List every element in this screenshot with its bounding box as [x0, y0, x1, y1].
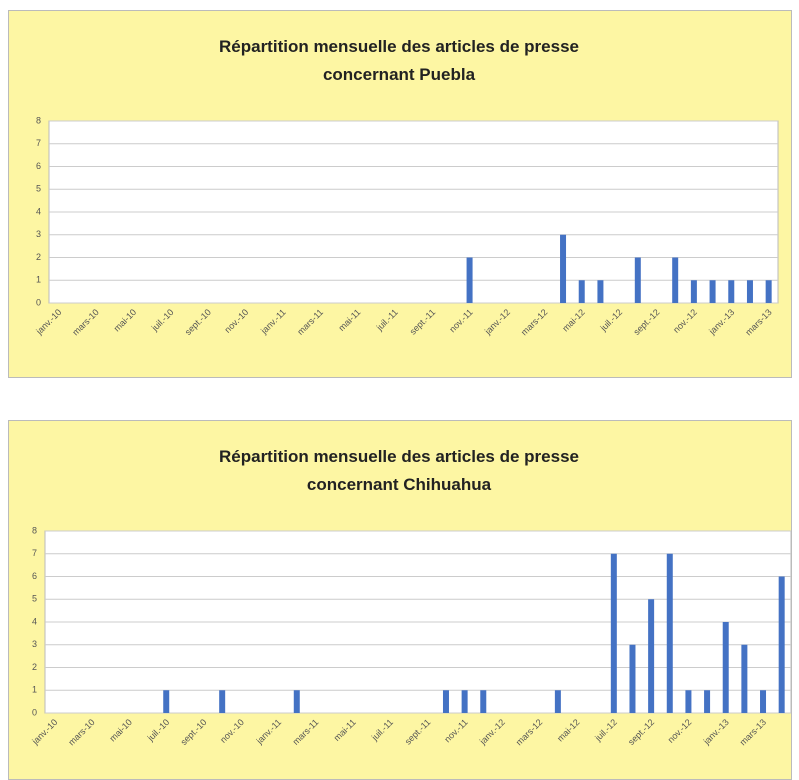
y-tick-label: 4	[32, 616, 37, 626]
bar	[778, 576, 785, 713]
bar	[163, 690, 170, 713]
x-tick-label: juil.-11	[374, 307, 400, 333]
bar	[760, 690, 767, 713]
bar	[461, 690, 468, 713]
x-tick-label: mai-11	[336, 307, 362, 333]
x-tick-label: mars-10	[70, 307, 100, 337]
x-tick-label: mars-11	[291, 717, 321, 747]
x-tick-label: juil.-10	[149, 307, 176, 334]
x-tick-label: nov.-10	[218, 717, 246, 745]
bar	[741, 644, 748, 713]
x-tick-label: janv.-13	[706, 307, 736, 337]
y-tick-label: 5	[32, 594, 37, 604]
x-tick-label: janv.-12	[482, 307, 512, 337]
bar	[765, 280, 772, 303]
y-tick-label: 7	[36, 138, 41, 148]
y-tick-label: 0	[32, 707, 37, 717]
x-tick-label: mai-10	[112, 307, 139, 334]
x-tick-label: nov.-11	[447, 307, 474, 334]
x-tick-label: mai-10	[107, 717, 134, 744]
bar	[672, 257, 679, 303]
x-tick-label: nov.-12	[666, 717, 694, 745]
y-tick-label: 6	[36, 161, 41, 171]
y-tick-label: 8	[36, 115, 41, 125]
bar	[709, 280, 716, 303]
chart: 0 1 2 3 4 5 6 7 8 janv.-10 mars-10 mai-10 juil.-10 se…	[29, 525, 791, 747]
x-tick-label: mai-12	[555, 717, 582, 744]
x-tick-label: juil.-11	[369, 717, 395, 743]
x-tick-label: janv.-10	[29, 717, 59, 747]
x-tick-label: mars-12	[519, 307, 549, 337]
bar	[629, 644, 636, 713]
x-tick-label: sept.-10	[179, 717, 209, 747]
chart-panel: Répartition mensuelle des articles de pr…	[8, 420, 792, 780]
bar	[597, 280, 604, 303]
x-tick-label: janv.-12	[477, 717, 507, 747]
bar	[690, 280, 697, 303]
y-tick-label: 2	[36, 252, 41, 262]
bar	[554, 690, 561, 713]
x-tick-label: juil.-12	[592, 717, 619, 744]
y-tick-label: 3	[36, 229, 41, 239]
bar	[480, 690, 487, 713]
x-tick-label: sept.-12	[626, 717, 656, 747]
x-tick-label: janv.-13	[701, 717, 731, 747]
y-tick-label: 2	[32, 662, 37, 672]
x-tick-label: mars-13	[743, 307, 773, 337]
x-tick-label: janv.-11	[254, 717, 283, 746]
bar	[722, 622, 729, 713]
y-tick-label: 5	[36, 184, 41, 194]
bar	[560, 234, 567, 303]
y-tick-label: 6	[32, 571, 37, 581]
chart-title: Répartition mensuelle des articles de pr…	[219, 447, 579, 494]
chart: 0 1 2 3 4 5 6 7 8 janv.-10 mars-10 mai-10 juil.-10 se…	[33, 115, 779, 337]
x-tick-label: nov.-12	[671, 307, 699, 335]
chart-title: Répartition mensuelle des articles de pr…	[219, 37, 579, 84]
bar	[704, 690, 711, 713]
bar	[466, 257, 473, 303]
x-tick-label: mai-12	[560, 307, 587, 334]
y-tick-label: 0	[36, 297, 41, 307]
x-tick-label: nov.-10	[223, 307, 251, 335]
x-tick-label: mars-11	[295, 307, 325, 337]
x-tick-label: sept.-12	[632, 307, 662, 337]
bar	[666, 553, 673, 713]
x-tick-label: sept.-11	[403, 717, 433, 747]
y-tick-label: 1	[36, 275, 41, 285]
y-tick-label: 3	[32, 639, 37, 649]
x-tick-label: mars-10	[66, 717, 96, 747]
bar	[578, 280, 585, 303]
y-tick-label: 4	[36, 206, 41, 216]
x-tick-label: mars-12	[514, 717, 544, 747]
x-tick-label: juil.-10	[145, 717, 172, 744]
bar	[685, 690, 692, 713]
x-tick-label: mars-13	[738, 717, 768, 747]
x-tick-label: sept.-10	[183, 307, 213, 337]
y-tick-label: 8	[32, 525, 37, 535]
y-tick-label: 1	[32, 685, 37, 695]
bar	[648, 599, 655, 713]
bar	[610, 553, 617, 713]
bar	[746, 280, 753, 303]
x-tick-label: janv.-11	[258, 307, 287, 336]
x-tick-label: sept.-11	[408, 307, 438, 337]
bar	[634, 257, 641, 303]
x-tick-label: mai-11	[332, 717, 358, 743]
x-tick-label: nov.-11	[442, 717, 469, 744]
bar	[293, 690, 300, 713]
y-tick-label: 7	[32, 548, 37, 558]
bar	[442, 690, 449, 713]
chart-panel: Répartition mensuelle des articles de pr…	[8, 10, 792, 378]
bar	[728, 280, 735, 303]
x-tick-label: juil.-12	[598, 307, 625, 334]
bar	[219, 690, 226, 713]
x-tick-label: janv.-10	[33, 307, 63, 337]
